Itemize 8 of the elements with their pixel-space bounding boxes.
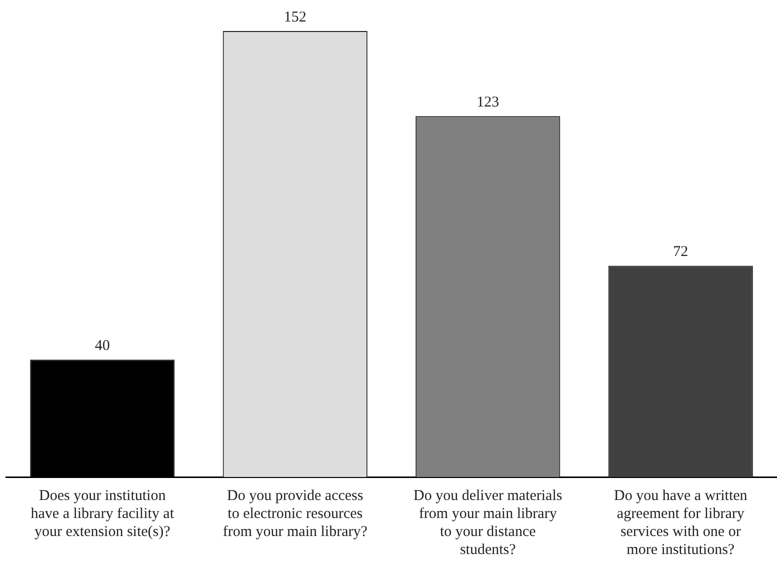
x-tick-label: Do you have a written agreement for library services with one or more institutions?: [614, 488, 748, 558]
x-tick-label: Does your institution have a library facility at your extension site(s)?: [30, 488, 175, 540]
x-tick-label: Do you deliver materials from your main library to your distance students?: [414, 488, 562, 558]
data-label: 40: [94, 338, 110, 354]
x-tick-label: Do you provide access to electronic resources from your main library?: [222, 488, 368, 540]
data-label: 152: [284, 9, 306, 26]
data-label: 123: [476, 94, 500, 111]
data-label: 72: [673, 244, 688, 260]
